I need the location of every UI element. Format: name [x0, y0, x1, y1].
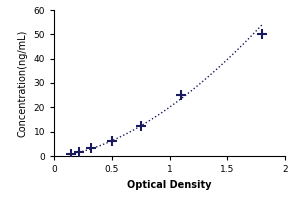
X-axis label: Optical Density: Optical Density	[127, 180, 212, 190]
Y-axis label: Concentration(ng/mL): Concentration(ng/mL)	[18, 29, 28, 137]
